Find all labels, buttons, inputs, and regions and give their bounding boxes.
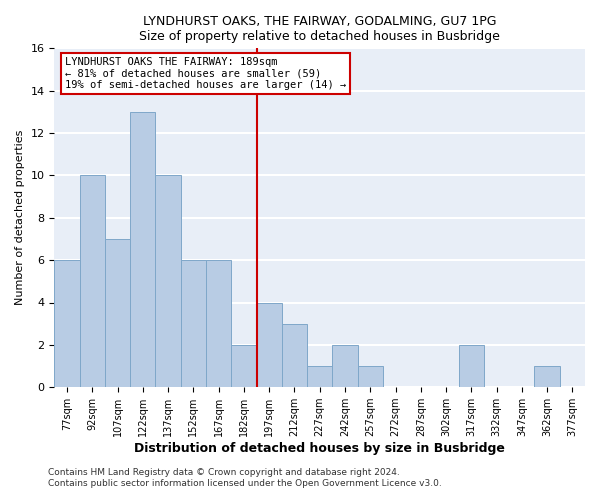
Bar — [130, 112, 155, 387]
Bar — [105, 239, 130, 387]
Bar — [55, 260, 80, 387]
Text: Contains HM Land Registry data © Crown copyright and database right 2024.
Contai: Contains HM Land Registry data © Crown c… — [48, 468, 442, 487]
Bar — [206, 260, 231, 387]
Bar — [282, 324, 307, 387]
Bar — [181, 260, 206, 387]
Bar — [458, 345, 484, 387]
Title: LYNDHURST OAKS, THE FAIRWAY, GODALMING, GU7 1PG
Size of property relative to det: LYNDHURST OAKS, THE FAIRWAY, GODALMING, … — [139, 15, 500, 43]
Bar — [257, 302, 282, 387]
Bar — [332, 345, 358, 387]
Bar — [307, 366, 332, 387]
Bar — [80, 176, 105, 387]
Text: LYNDHURST OAKS THE FAIRWAY: 189sqm
← 81% of detached houses are smaller (59)
19%: LYNDHURST OAKS THE FAIRWAY: 189sqm ← 81%… — [65, 57, 346, 90]
X-axis label: Distribution of detached houses by size in Busbridge: Distribution of detached houses by size … — [134, 442, 505, 455]
Bar — [231, 345, 257, 387]
Bar — [155, 176, 181, 387]
Bar — [358, 366, 383, 387]
Y-axis label: Number of detached properties: Number of detached properties — [15, 130, 25, 306]
Bar — [535, 366, 560, 387]
